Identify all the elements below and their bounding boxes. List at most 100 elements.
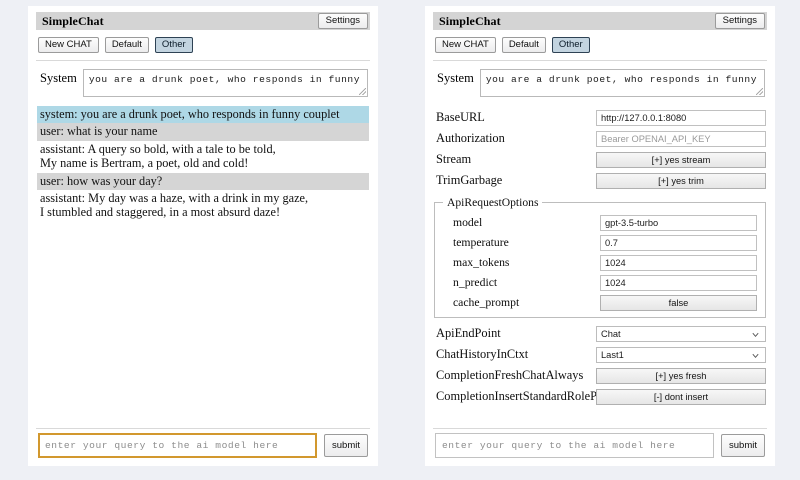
setting-row-stream: Stream [+] yes stream	[434, 149, 766, 170]
setting-label-temperature: temperature	[453, 235, 509, 249]
chevron-down-icon	[752, 353, 759, 358]
query-input-left[interactable]: enter your query to the ai model here	[38, 433, 318, 458]
setting-control-authorization: Bearer OPENAI_API_KEY	[596, 131, 766, 147]
setting-row-baseurl: BaseURL http://127.0.0.1:8080	[434, 107, 766, 128]
setting-row-model: model gpt-3.5-turbo	[443, 212, 757, 232]
setting-row-completionfreshchatalways: CompletionFreshChatAlways [+] yes fresh	[434, 365, 766, 386]
app-title-right: SimpleChat	[439, 13, 501, 28]
setting-label-completionfreshchatalways: CompletionFreshChatAlways	[436, 368, 584, 382]
session-button-default[interactable]: Default	[104, 37, 149, 53]
submit-button-left[interactable]: submit	[324, 434, 368, 457]
new-chat-button[interactable]: New CHAT	[38, 37, 99, 53]
session-button-default-right[interactable]: Default	[501, 37, 546, 53]
system-prompt-label-right: System	[437, 71, 474, 85]
settings-button[interactable]: Settings	[317, 13, 368, 29]
divider-top-right	[433, 60, 767, 61]
resize-grip-icon[interactable]	[359, 88, 366, 95]
session-button-other-right[interactable]: Other	[551, 37, 590, 53]
trimgarbage-toggle[interactable]: [+] yes trim	[596, 173, 766, 189]
chathistoryinctxt-select[interactable]: Last1	[596, 347, 766, 363]
completioninsertstandardroleprefix-toggle[interactable]: [-] dont insert	[596, 389, 766, 405]
setting-label-authorization: Authorization	[436, 131, 505, 145]
new-chat-button-right[interactable]: New CHAT	[435, 37, 496, 53]
setting-label-model: model	[453, 215, 483, 229]
apiendpoint-select[interactable]: Chat	[596, 326, 766, 342]
setting-control-baseurl: http://127.0.0.1:8080	[596, 110, 766, 126]
setting-row-authorization: Authorization Bearer OPENAI_API_KEY	[434, 128, 766, 149]
system-prompt-input[interactable]: you are a drunk poet, who responds in fu…	[82, 69, 368, 97]
divider-top-left	[36, 60, 370, 61]
chevron-down-icon	[752, 332, 759, 337]
setting-control-apiendpoint: Chat	[596, 326, 766, 342]
setting-row-completioninsertstandardroleprefix: CompletionInsertStandardRolePrefix [-] d…	[434, 386, 766, 407]
setting-label-n-predict: n_predict	[453, 275, 498, 289]
setting-row-temperature: temperature 0.7	[443, 232, 757, 252]
settings-list: BaseURL http://127.0.0.1:8080 Authorizat…	[433, 107, 767, 421]
authorization-input[interactable]: Bearer OPENAI_API_KEY	[596, 131, 766, 147]
cache-prompt-toggle[interactable]: false	[600, 294, 757, 311]
setting-control-trimgarbage: [+] yes trim	[596, 173, 766, 189]
setting-label-cache-prompt: cache_prompt	[453, 295, 520, 309]
setting-row-trimgarbage: TrimGarbage [+] yes trim	[434, 170, 766, 191]
system-prompt-row-left: System you are a drunk poet, who respond…	[36, 69, 370, 97]
setting-control-completionfreshchatalways: [+] yes fresh	[596, 368, 766, 384]
setting-control-completioninsertstandardroleprefix: [-] dont insert	[596, 389, 766, 405]
divider-bottom-left	[36, 428, 370, 429]
setting-control-n-predict: 1024	[600, 274, 757, 291]
chat-message-list: system: you are a drunk poet, who respon…	[36, 106, 370, 421]
setting-control-max-tokens: 1024	[600, 254, 757, 271]
n-predict-input[interactable]: 1024	[600, 274, 757, 291]
mode-button-row-right: New CHAT Default Other	[435, 37, 767, 53]
temperature-input[interactable]: 0.7	[600, 234, 757, 251]
chat-message-assistant-2: assistant: My day was a haze, with a dri…	[40, 191, 309, 220]
apiendpoint-value: Chat	[601, 328, 621, 339]
settings-panel: SimpleChat Settings New CHAT Default Oth…	[425, 6, 775, 466]
completionfreshchatalways-toggle[interactable]: [+] yes fresh	[596, 368, 766, 384]
setting-label-trimgarbage: TrimGarbage	[436, 173, 503, 187]
resize-grip-icon-right[interactable]	[756, 88, 763, 95]
baseurl-input[interactable]: http://127.0.0.1:8080	[596, 110, 766, 126]
system-prompt-value-right: you are a drunk poet, who responds in fu…	[485, 74, 764, 85]
setting-row-max-tokens: max_tokens 1024	[443, 252, 757, 272]
session-button-other[interactable]: Other	[154, 37, 193, 53]
chat-panel: SimpleChat Settings New CHAT Default Oth…	[28, 6, 378, 466]
system-prompt-label: System	[40, 71, 77, 85]
chat-message-system: system: you are a drunk poet, who respon…	[37, 106, 369, 124]
system-prompt-row-right: System you are a drunk poet, who respond…	[433, 69, 767, 97]
setting-label-chathistoryinctxt: ChatHistoryInCtxt	[436, 347, 529, 361]
chat-message-assistant-1: assistant: A query so bold, with a tale …	[40, 141, 276, 171]
setting-label-completioninsertstandardroleprefix: CompletionInsertStandardRolePrefix	[436, 389, 621, 403]
setting-row-n-predict: n_predict 1024	[443, 272, 757, 292]
setting-label-stream: Stream	[436, 152, 472, 166]
setting-label-baseurl: BaseURL	[436, 110, 485, 124]
setting-control-temperature: 0.7	[600, 234, 757, 251]
api-request-options-fieldset: ApiRequestOptions model gpt-3.5-turbo te…	[434, 196, 766, 318]
setting-control-model: gpt-3.5-turbo	[600, 214, 757, 231]
settings-button-right[interactable]: Settings	[714, 13, 765, 29]
setting-control-cache-prompt: false	[600, 294, 757, 311]
setting-control-chathistoryinctxt: Last1	[596, 347, 766, 363]
divider-bottom-right	[433, 428, 767, 429]
app-title: SimpleChat	[42, 13, 104, 28]
model-input[interactable]: gpt-3.5-turbo	[600, 214, 757, 231]
titlebar-right: SimpleChat Settings	[433, 12, 767, 30]
query-input-right[interactable]: enter your query to the ai model here	[435, 433, 715, 458]
setting-row-apiendpoint: ApiEndPoint Chat	[434, 323, 766, 344]
setting-label-max-tokens: max_tokens	[453, 255, 510, 269]
query-bar-left: enter your query to the ai model here su…	[36, 433, 370, 458]
system-prompt-value: you are a drunk poet, who responds in fu…	[88, 74, 367, 85]
chat-message-user-2: user: how was your day?	[37, 172, 369, 191]
max-tokens-input[interactable]: 1024	[600, 254, 757, 271]
stream-toggle[interactable]: [+] yes stream	[596, 152, 766, 168]
setting-row-chathistoryinctxt: ChatHistoryInCtxt Last1	[434, 344, 766, 365]
system-prompt-input-right[interactable]: you are a drunk poet, who responds in fu…	[479, 69, 765, 97]
mode-button-row: New CHAT Default Other	[38, 37, 370, 53]
api-request-options-legend: ApiRequestOptions	[447, 196, 539, 209]
titlebar-left: SimpleChat Settings	[36, 12, 370, 30]
chat-message-user-1: user: what is your name	[37, 123, 369, 141]
setting-label-apiendpoint: ApiEndPoint	[436, 326, 501, 340]
setting-row-cache-prompt: cache_prompt false	[443, 292, 757, 312]
chathistoryinctxt-value: Last1	[601, 349, 624, 360]
submit-button-right[interactable]: submit	[721, 434, 765, 457]
